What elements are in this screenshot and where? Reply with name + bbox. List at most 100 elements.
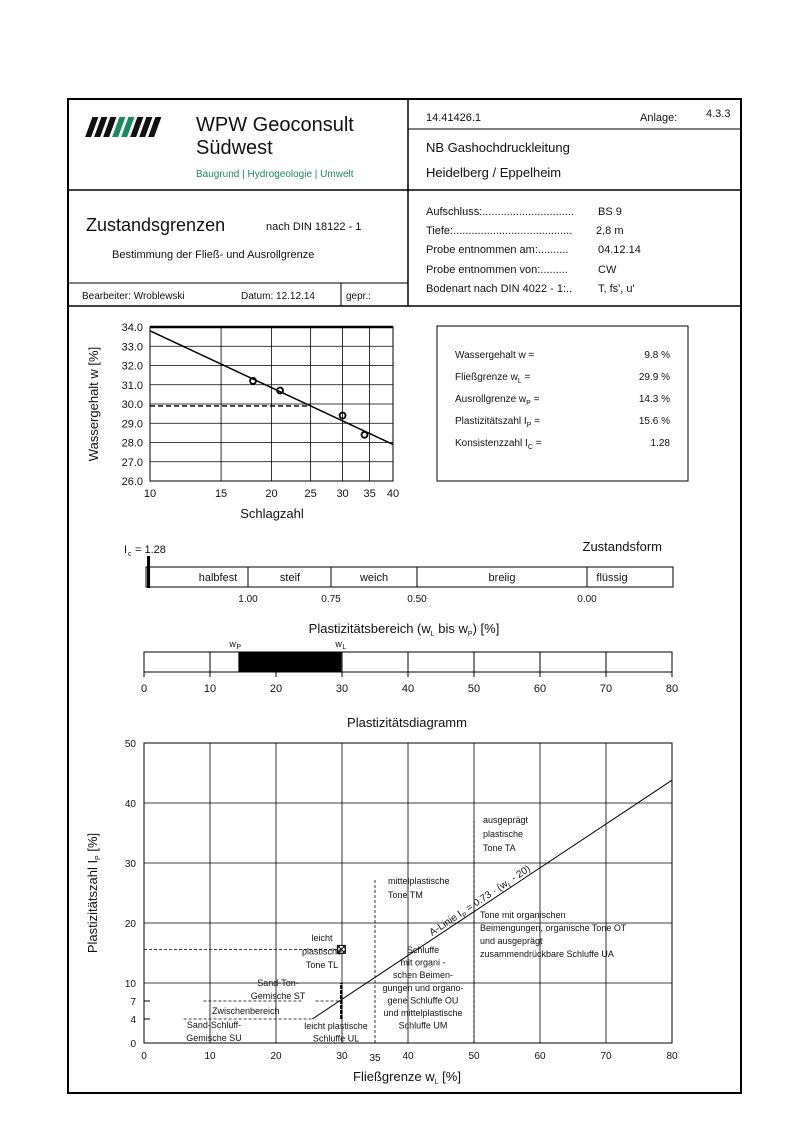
region-label: Tone TL (306, 960, 338, 970)
range-tick-label: 10 (204, 683, 216, 695)
info-label: Tiefe:..................................… (426, 225, 572, 237)
plastic-range-fill (238, 652, 342, 672)
y-tick-label: 7 (130, 997, 136, 1008)
result-label-sub: C (528, 444, 533, 451)
y-tick-label: 31.0 (122, 380, 143, 392)
x-tick-label: 10 (204, 1051, 216, 1062)
x-tick-label: 80 (666, 1051, 678, 1062)
region-label: Tone TM (388, 890, 423, 900)
x-axis-label: Fließgrenze wL [%] (353, 1069, 461, 1086)
page-subtitle: Bestimmung der Fließ- und Ausrollgrenze (112, 249, 314, 261)
range-tick-label: 60 (534, 683, 546, 695)
region-label: Schluffe (407, 945, 439, 955)
y-tick-label: 20 (125, 919, 137, 930)
x-axis-label: Schlagzahl (240, 506, 304, 521)
company-logo: WPW Geoconsult Südwest Baugrund | Hydrog… (85, 114, 354, 180)
y-tick-label: 10 (125, 979, 137, 990)
result-label: Fließgrenze wL = (455, 372, 530, 385)
result-eq: = (531, 416, 540, 427)
x-tick-label: 40 (402, 1051, 414, 1062)
y-tick-label: 30 (125, 859, 137, 870)
y-tick-label: 33.0 (122, 341, 143, 353)
range-tick-label: 40 (402, 683, 414, 695)
result-label-text: Plastizitätszahl I (455, 416, 527, 427)
y-tick-label: 40 (125, 799, 137, 810)
region-label: plastische (483, 829, 523, 839)
ic-value: = 1.28 (135, 544, 166, 556)
result-value: 14.3 % (639, 394, 670, 405)
datum: Datum: 12.12.14 (241, 291, 315, 302)
y-tick-label: 50 (125, 739, 137, 750)
region-label: Tone TA (483, 843, 516, 853)
info-value: BS 9 (598, 206, 622, 218)
project-number: 14.41426.1 (426, 112, 481, 124)
region-label: Sand-Ton- (257, 978, 299, 988)
ic-marker (147, 556, 151, 588)
y-tick-label: 28.0 (122, 438, 143, 450)
page-frame (67, 98, 742, 1094)
y-tick-label: 34.0 (122, 322, 143, 334)
result-label-text: Wassergehalt w = (455, 350, 535, 361)
x-tick-label: 10 (144, 488, 156, 500)
data-point (249, 376, 257, 385)
info-value: CW (598, 264, 617, 276)
wp-label: w (228, 639, 236, 649)
zone-label: breiig (489, 572, 516, 584)
x-tick-label: 70 (600, 1051, 612, 1062)
sample-point-cross (337, 946, 345, 953)
result-value: 15.6 % (639, 416, 670, 427)
region-label: Zwischenbereich (212, 1006, 280, 1016)
region-label: Sand-Schluff- (187, 1020, 241, 1030)
zustandsform-bar: 1.00 0.75 0.50 0.00 halbfest steif weich breiig… (145, 556, 674, 605)
ic-label-sub: c (128, 551, 132, 558)
result-eq: = (533, 438, 542, 449)
range-title: Plastizitätsbereich (wL bis wP) [%] (309, 621, 500, 638)
info-label: Probe entnommen am:.......... (426, 244, 568, 256)
range-tick-label: 70 (600, 683, 612, 695)
region-label: und mittelplastische (383, 1008, 462, 1018)
bearbeiter: Bearbeiter: Wroblewski (82, 291, 185, 302)
info-value: T, fs', u' (598, 283, 635, 295)
x-tick-label: 35 (363, 488, 375, 500)
y-tick-label: 27.0 (122, 457, 143, 469)
result-label: Konsistenzzahl IC = (455, 438, 542, 451)
result-label-text: Konsistenzzahl I (455, 438, 528, 449)
data-point (338, 411, 347, 420)
region-label: Tone mit organischen (480, 910, 566, 920)
zone-label: steif (280, 572, 301, 584)
region-label: Beimengungen, organische Tone OT (480, 923, 627, 933)
y-tick-label: 26.0 (122, 476, 143, 488)
region-label: ausgeprägt (483, 815, 529, 825)
x-tick-label: 60 (534, 1051, 546, 1062)
range-tick-label: 0 (141, 683, 147, 695)
project-location: Heidelberg / Eppelheim (426, 165, 561, 180)
region-label: leicht (311, 933, 333, 943)
region-label: schen Beimen- (393, 970, 453, 980)
fit-line (149, 330, 394, 446)
result-label-text: Fließgrenze w (455, 372, 519, 383)
wl-sub: L (342, 644, 346, 651)
ic-tick-label: 1.00 (238, 594, 258, 605)
result-label: Wassergehalt w = (455, 350, 535, 361)
info-label: Bodenart nach DIN 4022 - 1:.. (426, 283, 572, 295)
region-label: Schluffe UM (399, 1021, 448, 1031)
region-label: leicht plastische (304, 1021, 368, 1031)
result-value: 9.8 % (644, 350, 670, 361)
result-value: 29.9 % (639, 372, 670, 383)
x-tick-label: 30 (336, 1051, 348, 1062)
result-label-text: Ausrollgrenze w (455, 394, 527, 405)
data-point (276, 386, 284, 395)
geprueft: gepr.: (346, 291, 371, 302)
company-name: WPW Geoconsult (196, 114, 354, 136)
y-tick-label: 32.0 (122, 361, 143, 373)
region-label: plastische (302, 947, 342, 957)
region-label: und ausgeprägt (480, 936, 543, 946)
x-tick-label: 20 (270, 1051, 282, 1062)
y-tick-label: 4 (130, 1015, 136, 1026)
sample-point (336, 944, 346, 954)
region-label: Gemische ST (251, 991, 306, 1001)
result-label-sub: P (527, 422, 532, 429)
